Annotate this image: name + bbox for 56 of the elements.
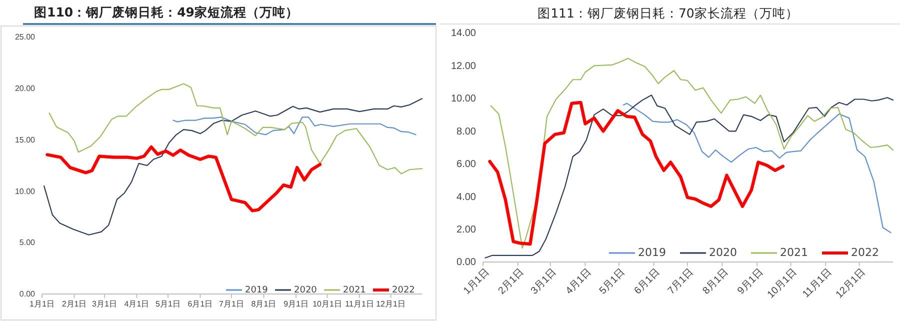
y-tick-label: 15.00 — [14, 135, 36, 144]
x-tick-label: 1月1日 — [30, 300, 54, 309]
x-tick-label: 1月1日 — [462, 266, 492, 297]
line-series — [46, 145, 322, 212]
line-series — [172, 116, 416, 136]
x-tick-label: 5月1日 — [156, 300, 180, 309]
x-tick-label: 9月1日 — [736, 266, 766, 297]
y-tick-label: 4.00 — [456, 192, 476, 203]
line-series — [484, 94, 894, 258]
y-tick-label: 10.00 — [14, 186, 36, 196]
legend-label: 2021 — [780, 246, 808, 260]
x-tick-label: 10月1日 — [766, 266, 800, 301]
x-tick-label: 3月1日 — [529, 266, 559, 297]
x-tick-label: 6月1日 — [188, 300, 213, 309]
y-tick-label: 14.00 — [450, 28, 476, 40]
legend-label: 2022 — [392, 285, 415, 296]
legend-label: 2021 — [343, 285, 366, 296]
line-series — [48, 83, 423, 174]
x-tick-label: 12月1日 — [834, 266, 868, 301]
x-tick-label: 2月1日 — [62, 300, 87, 309]
x-tick-label: 3月1日 — [92, 300, 117, 309]
y-tick-label: 5.00 — [19, 238, 36, 248]
x-tick-label: 4月1日 — [124, 300, 150, 309]
x-tick-label: 11月1日 — [345, 300, 374, 309]
chart-title: 图111：钢厂废钢日耗：70家长流程（万吨） — [538, 5, 798, 20]
line-series — [622, 102, 892, 234]
y-tick-label: 12.00 — [450, 60, 476, 72]
x-tick-label: 11月1日 — [800, 266, 834, 300]
x-tick-label: 6月1日 — [632, 266, 662, 297]
x-tick-label: 12月1日 — [376, 300, 406, 309]
x-tick-label: 7月1日 — [666, 266, 696, 297]
y-tick-label: 10.00 — [450, 94, 476, 105]
x-tick-label: 10月1日 — [312, 300, 342, 309]
legend-label: 2022 — [851, 246, 879, 260]
x-tick-label: 2月1日 — [496, 266, 526, 297]
legend-label: 2019 — [638, 246, 666, 260]
x-tick-label: 4月1日 — [564, 266, 594, 297]
x-tick-label: 8月1日 — [251, 300, 276, 309]
y-tick-label: 6.00 — [456, 159, 476, 170]
legend-label: 2020 — [709, 246, 737, 260]
legend-label: 2019 — [245, 285, 268, 296]
y-tick-label: 0.00 — [19, 290, 36, 299]
y-tick-label: 8.00 — [456, 126, 476, 138]
line-series — [44, 98, 423, 236]
y-tick-label: 0.00 — [456, 257, 476, 268]
x-tick-label: 5月1日 — [598, 266, 628, 297]
y-tick-label: 25.00 — [14, 32, 36, 42]
chart-title: 图110：钢厂废钢日耗：49家短流程（万吨） — [34, 4, 298, 20]
y-tick-label: 2.00 — [456, 224, 476, 236]
x-tick-label: 8月1日 — [700, 266, 731, 297]
legend-label: 2020 — [294, 285, 318, 296]
line-series — [490, 58, 894, 249]
y-tick-label: 20.00 — [14, 84, 36, 93]
x-tick-label: 7月1日 — [219, 300, 244, 309]
line-series — [488, 100, 785, 246]
x-tick-label: 9月1日 — [284, 300, 308, 309]
